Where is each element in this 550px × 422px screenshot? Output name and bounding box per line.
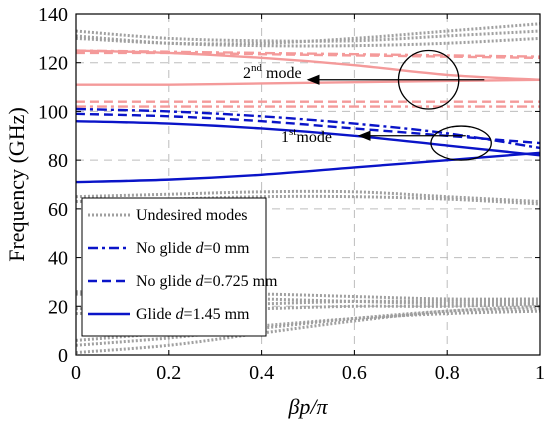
x-tick-label: 0.8 xyxy=(435,362,460,384)
annotations-group: 2nd mode 1stmode xyxy=(243,49,492,161)
annotation-label: 1stmode xyxy=(281,126,332,146)
annotation-ellipse xyxy=(430,125,492,161)
series-line-undesired xyxy=(75,292,541,306)
series-line-undesired xyxy=(75,302,541,316)
x-tick-label: 0 xyxy=(71,362,81,384)
series-line-undesired xyxy=(75,34,541,48)
y-tick-label: 100 xyxy=(38,101,68,123)
y-tick-label: 0 xyxy=(58,345,68,367)
y-tick-label: 20 xyxy=(48,296,68,318)
series-line-undesired xyxy=(75,290,541,301)
y-tick-label: 140 xyxy=(38,4,68,26)
series-line-mode2 xyxy=(75,78,541,86)
series-line-mode2 xyxy=(75,49,541,58)
y-tick-label: 80 xyxy=(48,150,68,172)
axis-ticks: 0 0.2 0.4 0.6 0.8 1 0 20 40 60 80 100 120 140 xyxy=(38,4,545,384)
x-axis-label: βp/π xyxy=(287,394,328,419)
legend-label: Glide d=1.45 mm xyxy=(136,306,250,323)
y-tick-label: 120 xyxy=(38,53,68,75)
series-line-undesired xyxy=(75,29,541,43)
series-line-mode1 xyxy=(75,107,541,150)
series-line-undesired xyxy=(75,309,541,342)
legend-label: No glide d=0 mm xyxy=(136,240,250,257)
series-line-mode1 xyxy=(75,119,541,157)
legend-label: No glide d=0.725 mm xyxy=(136,273,278,290)
series-line-mode2 xyxy=(75,49,541,81)
series-line-undesired xyxy=(75,189,541,204)
series-line-mode2 xyxy=(75,51,541,60)
x-tick-label: 0.4 xyxy=(249,362,274,384)
y-tick-label: 40 xyxy=(48,248,68,270)
y-axis-label: Frequency (GHz) xyxy=(4,107,29,262)
x-tick-label: 0.6 xyxy=(342,362,367,384)
plot-frame xyxy=(75,13,541,356)
y-tick-label: 60 xyxy=(48,199,68,221)
series-line-undesired xyxy=(75,194,541,206)
legend-label: Undesired modes xyxy=(136,207,248,224)
x-tick-label: 0.2 xyxy=(156,362,181,384)
x-tick-label: 1 xyxy=(535,362,545,384)
series-line-mode1 xyxy=(75,112,541,145)
series-line-undesired xyxy=(75,299,540,311)
series-line-undesired xyxy=(75,304,541,355)
annotation-label: 2nd mode xyxy=(243,62,302,82)
series-line-mode1 xyxy=(75,151,541,184)
legend: Undesired modes No glide d=0 mm No glide d… xyxy=(81,197,278,337)
